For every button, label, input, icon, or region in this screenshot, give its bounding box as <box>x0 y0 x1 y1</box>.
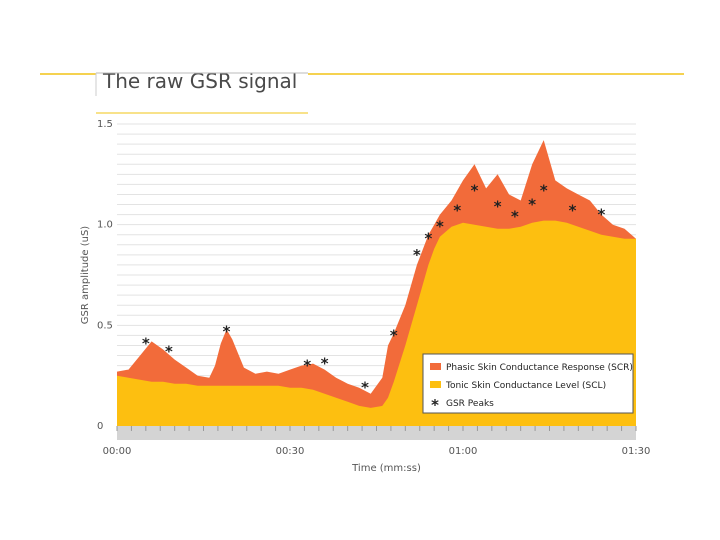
axes: 0 0.5 1.0 1.5 00:00 00:30 01:00 01:30 Time (mm:s… <box>80 119 650 474</box>
legend-phasic-swatch <box>430 363 441 370</box>
slide-decoration <box>40 72 684 114</box>
legend-phasic-label: Phasic Skin Conductance Response (SCR) <box>446 363 633 373</box>
x-tick-label: 01:00 <box>449 446 478 457</box>
legend-peaks-marker: * <box>430 396 439 414</box>
y-tick-label: 1.5 <box>97 119 113 130</box>
gsr-peak-marker: * <box>539 181 548 199</box>
gsr-peak-marker: * <box>493 198 502 216</box>
gsr-peak-marker: * <box>412 246 421 264</box>
gsr-peak-marker: * <box>568 202 577 220</box>
gsr-peak-marker: * <box>320 355 329 373</box>
gsr-peak-marker: * <box>435 218 444 236</box>
y-tick-label: 0.5 <box>97 320 113 331</box>
x-tick-label: 01:30 <box>622 446 651 457</box>
gsr-peak-marker: * <box>528 195 537 213</box>
gsr-peak-marker: * <box>141 334 150 352</box>
gsr-peak-marker: * <box>360 379 369 397</box>
x-tick-label: 00:00 <box>103 446 132 457</box>
gsr-peak-marker: * <box>510 208 519 226</box>
gsr-peak-marker: * <box>470 181 479 199</box>
y-axis-label: GSR amplitude (uS) <box>80 226 91 325</box>
y-tick-label: 0 <box>97 421 103 432</box>
x-axis-label: Time (mm:ss) <box>351 463 421 474</box>
x-tick-label: 00:30 <box>276 446 305 457</box>
legend-tonic-label: Tonic Skin Conductance Level (SCL) <box>445 381 606 391</box>
legend: Phasic Skin Conductance Response (SCR) To… <box>422 353 634 414</box>
gsr-peak-marker: * <box>424 230 433 248</box>
gsr-peak-marker: * <box>597 206 606 224</box>
gsr-peak-marker: * <box>303 357 312 375</box>
y-tick-label: 1.0 <box>97 220 113 231</box>
gsr-peak-marker: * <box>164 342 173 360</box>
peak-markers: * *** ************* * <box>141 181 606 396</box>
legend-tonic-swatch <box>430 381 441 388</box>
legend-box <box>422 353 634 414</box>
legend-peaks-label: GSR Peaks <box>446 399 494 409</box>
gsr-peak-marker: * <box>453 202 462 220</box>
gsr-peak-marker: * <box>222 322 231 340</box>
gsr-peak-marker: * <box>389 326 398 344</box>
